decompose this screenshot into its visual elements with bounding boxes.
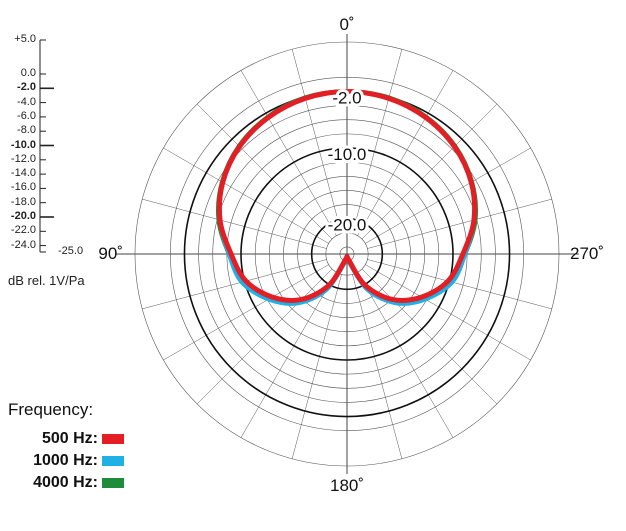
series-line-500hz [216,88,478,303]
ring-value-label: -2.0 [332,88,361,107]
legend-label: 1000 Hz: [33,452,98,469]
ring-gridline [198,105,496,403]
legend-swatch-500hz [102,434,124,444]
angular-gridline [357,272,454,438]
angle-label-180: 180˚ [330,476,364,495]
db-scale-ruler [39,39,54,253]
scale-tick-label: +5.0 [14,33,36,45]
scale-tick-label: -22.0 [10,224,36,237]
ring-gridline [268,175,426,333]
angular-gridline [291,274,342,459]
legend-title: Frequency: [8,400,94,419]
angular-gridline [352,274,403,459]
scale-unit-label: dB rel. 1V/Pa [8,273,85,288]
ring-value-label: -10.0 [328,145,367,164]
legend-swatch-4000hz [102,478,124,488]
angular-gridline [163,147,329,244]
angular-gridline [163,264,329,361]
frequency-legend: Frequency: 500 Hz: 1000 Hz: 4000 Hz: [8,400,124,494]
polar-series [216,88,478,306]
ring-gridline [297,204,397,304]
legend-label: 4000 Hz: [33,474,98,491]
ring-gridline [134,41,560,467]
angular-gridline [196,103,333,240]
legend-item-500hz: 500 Hz: [8,428,124,450]
major-ring-gridline [310,217,384,291]
scale-tick-label: -25.0 [58,245,84,257]
ring-gridline [212,119,482,389]
ring-gridline [283,190,411,318]
angular-gridline [240,272,337,438]
polar-labels: -2.0 -10.0 -20.0 0˚ 90˚ 180˚ 270˚ [98,15,604,495]
scale-tick-label: -14.0 [10,167,36,180]
angular-gridline [365,264,531,361]
legend-label: 500 Hz: [41,430,98,447]
legend-item-1000hz: 1000 Hz: [8,450,124,472]
scale-tick-label: -18.0 [10,195,36,208]
scale-tick-label: -24.0 [10,238,36,251]
angular-gridline [291,49,342,234]
scale-tick-label: -4.0 [17,95,36,108]
scale-tick-label: -6.0 [17,109,36,122]
angular-gridline [142,198,327,249]
angular-gridline [240,70,337,236]
angular-gridline [352,49,403,234]
angle-label-90: 90˚ [98,244,123,263]
scale-tick-label: -8.0 [17,124,36,137]
angular-gridline [361,103,498,240]
scale-tick-label: 0.0 [20,67,36,79]
legend-item-4000hz: 4000 Hz: [8,472,124,494]
legend-swatch-1000hz [102,456,124,466]
scale-tick-label: -2.0 [17,81,36,94]
angular-gridline [367,198,552,249]
major-ring-gridline [240,147,454,361]
angular-gridline [357,70,454,236]
scale-tick-label: -16.0 [10,181,36,194]
ring-gridline [254,161,440,347]
angular-gridline [365,147,531,244]
angular-gridline [142,259,327,310]
ring-gridline [325,232,369,276]
ring-value-label: -20.0 [328,216,367,235]
scale-tick-label: -20.0 [10,210,36,222]
angle-label-0: 0˚ [339,15,354,34]
angle-label-270: 270˚ [570,244,604,263]
scale-tick-label: -12.0 [10,152,36,165]
ring-gridline [170,77,524,431]
angular-gridline [196,268,333,405]
angular-gridline [367,259,552,310]
polar-grid [115,34,579,474]
scale-tick-label: -10.0 [10,138,36,151]
angular-gridline [361,268,498,405]
